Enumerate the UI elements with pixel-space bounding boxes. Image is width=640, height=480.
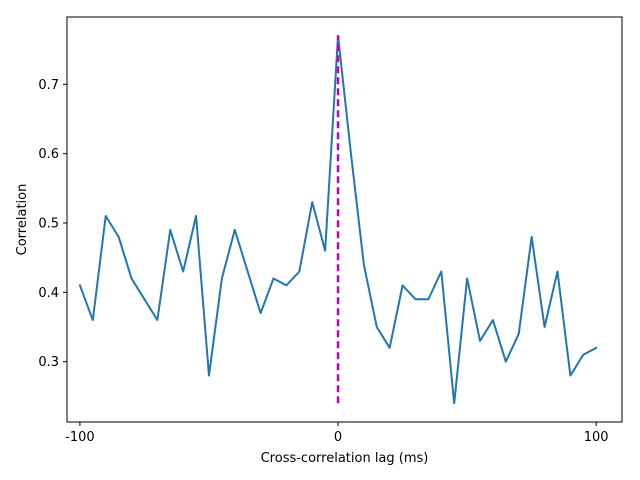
plot-frame <box>66 16 623 423</box>
y-tick-label: 0.5 <box>38 216 59 231</box>
y-tick-label: 0.4 <box>38 286 59 301</box>
x-axis-label: Cross-correlation lag (ms) <box>261 451 429 466</box>
series-layer <box>78 34 598 405</box>
y-tick-label: 0.3 <box>38 355 59 370</box>
y-tick-label: 0.6 <box>38 147 59 162</box>
x-tick-label: 0 <box>334 430 342 445</box>
y-axis-label: Correlation <box>15 184 30 256</box>
y-tick-label: 0.7 <box>38 78 59 93</box>
x-axis: -100 0 100 <box>65 422 609 445</box>
y-axis: 0.3 0.4 0.5 0.6 0.7 <box>38 78 67 370</box>
series-line-0 <box>78 34 598 405</box>
x-tick-label: 100 <box>584 430 609 445</box>
plot-area <box>67 17 622 422</box>
x-tick-label: -100 <box>65 430 95 445</box>
